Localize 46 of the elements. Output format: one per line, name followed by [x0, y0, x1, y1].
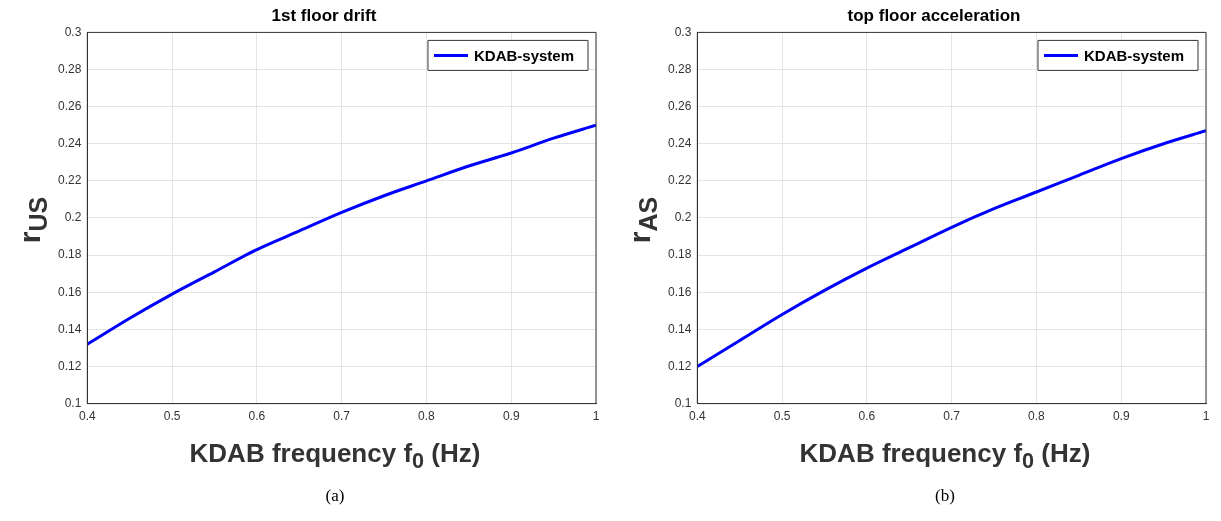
y-tick-label: 0.2 — [64, 210, 82, 225]
chart-title: top floor acceleration — [847, 5, 1021, 25]
y-tick-label: 0.1 — [64, 395, 82, 410]
y-tick-label: 0.12 — [58, 358, 82, 373]
chart-title: 1st floor drift — [271, 5, 377, 25]
y-tick-label: 0.3 — [64, 24, 82, 39]
y-tick-label: 0.18 — [668, 247, 692, 262]
y-tick-label: 0.3 — [674, 24, 692, 39]
y-tick-label: 0.12 — [668, 358, 692, 373]
legend-label: KDAB-system — [1083, 46, 1184, 64]
line-series — [697, 129, 1206, 368]
y-tick-label: 0.22 — [58, 173, 82, 188]
x-tick-label: 1 — [1202, 409, 1210, 424]
y-tick-label: 0.1 — [674, 395, 692, 410]
y-tick-label: 0.2 — [674, 210, 692, 225]
x-tick-label: 1 — [592, 409, 600, 424]
y-tick-label: 0.28 — [668, 61, 692, 76]
text: (a) — [324, 486, 346, 506]
x-tick-label: 0.4 — [79, 409, 97, 424]
x-tick-label: 0.7 — [943, 409, 961, 424]
y-tick-label: 0.16 — [58, 284, 82, 299]
x-axis-title: KDAB frequency f$_{0}$ (Hz) — [798, 438, 1092, 475]
y-tick-label: 0.22 — [668, 173, 692, 188]
x-tick-label: 0.5 — [163, 409, 181, 424]
x-tick-label: 0.6 — [858, 409, 876, 424]
y-tick-label: 0.24 — [58, 136, 82, 151]
line-series — [87, 123, 596, 346]
y-tick-label: 0.28 — [58, 61, 82, 76]
text: (b) — [934, 486, 956, 506]
x-tick-label: 0.9 — [502, 409, 520, 424]
y-tick-label: 0.18 — [58, 247, 82, 262]
x-axis-title: KDAB frequency f$_{0}$ (Hz) — [188, 438, 482, 475]
x-tick-label: 0.4 — [689, 409, 707, 424]
y-tick-label: 0.16 — [668, 284, 692, 299]
x-tick-label: 0.7 — [333, 409, 351, 424]
x-tick-label: 0.8 — [418, 409, 436, 424]
y-tick-label: 0.24 — [668, 136, 692, 151]
y-tick-label: 0.14 — [58, 321, 82, 336]
x-tick-label: 0.8 — [1028, 409, 1046, 424]
x-tick-label: 0.5 — [773, 409, 791, 424]
legend-label: KDAB-system — [473, 46, 574, 64]
y-tick-label: 0.14 — [668, 321, 692, 336]
x-tick-label: 0.9 — [1112, 409, 1130, 424]
x-tick-label: 0.6 — [248, 409, 266, 424]
y-tick-label: 0.26 — [58, 98, 82, 113]
y-tick-label: 0.26 — [668, 98, 692, 113]
